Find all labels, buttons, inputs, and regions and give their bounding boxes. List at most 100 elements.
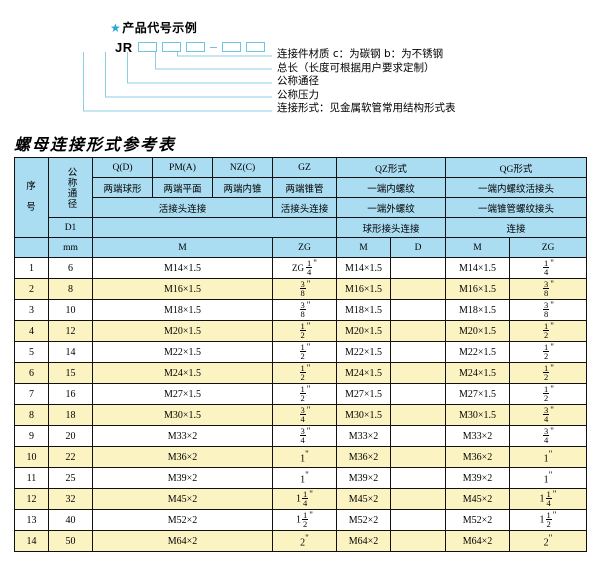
cell-gz-zg: 3 4 " (272, 425, 337, 447)
cell-index: 5 (14, 341, 49, 363)
code-box-2 (162, 42, 181, 52)
cell-qz-d (389, 299, 447, 321)
cell-qz-d (389, 446, 447, 468)
header-connection-2: 活接头连接 (272, 197, 337, 218)
cell-dn: 40 (48, 509, 93, 531)
cell-m-union: M27×1.5 (92, 383, 273, 405)
cell-dn: 12 (48, 320, 93, 342)
cell-qz-m: M45×2 (336, 488, 391, 510)
header-group-desc-1: 两端球形 (92, 177, 153, 198)
cell-index: 8 (14, 404, 49, 426)
header-group-code-6: QG形式 (445, 157, 588, 178)
cell-dn: 14 (48, 341, 93, 363)
header-group-code-2: PM(A) (152, 157, 213, 178)
header-dn-d1: D1 (48, 217, 93, 238)
header-unit-qg-zg: ZG (509, 237, 588, 258)
cell-qz-d (389, 530, 447, 552)
header-connection-4: 一端锥管螺纹接头 (445, 197, 588, 218)
cell-gz-zg: 1 2 " (272, 362, 337, 384)
cell-m-union: M20×1.5 (92, 320, 273, 342)
cell-index: 13 (14, 509, 49, 531)
diagram-label-5: 连接形式：见金属软管常用结构形式表 (277, 102, 456, 115)
cell-dn: 25 (48, 467, 93, 489)
diagram-heading-text: 产品代号示例 (122, 21, 198, 35)
section-title: 螺母连接形式参考表 (14, 135, 177, 154)
cell-qg-m: M27×1.5 (445, 383, 511, 405)
header-unit-gz: ZG (272, 237, 337, 258)
cell-qg-zg: 1 4 " (509, 257, 588, 279)
cell-dn: 10 (48, 299, 93, 321)
diagram-labels: 连接件材质 c：为碳钢 b：为不锈钢 总长（长度可根据用户要求定制） 公称通径 … (277, 48, 456, 116)
header-group-desc-3: 两端内锥 (212, 177, 273, 198)
header-subconn-2: 球形接头连接 (335, 217, 447, 238)
table-row: 14 50 M64×2 2" M64×2 M64×2 2" (14, 530, 588, 552)
cell-qz-m: M52×2 (336, 509, 391, 531)
table-row: 11 25 M39×2 1" M39×2 M39×2 1" (14, 467, 588, 489)
star-icon: ★ (110, 21, 122, 35)
cell-gz-zg: 3 4 " (272, 404, 337, 426)
cell-qg-m: M18×1.5 (445, 299, 511, 321)
cell-index: 2 (14, 278, 49, 300)
cell-index: 9 (14, 425, 49, 447)
cell-dn: 16 (48, 383, 93, 405)
cell-qz-m: M22×1.5 (336, 341, 391, 363)
cell-qz-m: M14×1.5 (336, 257, 391, 279)
cell-qz-d (389, 383, 447, 405)
cell-m-union: M24×1.5 (92, 362, 273, 384)
cell-dn: 8 (48, 278, 93, 300)
header-subconn-3: 连接 (445, 217, 588, 238)
cell-m-union: M14×1.5 (92, 257, 273, 279)
cell-index: 1 (14, 257, 49, 279)
header-row-desc: 两端球形 两端平面 两端内锥 两端锥管 一端内螺纹 一端内螺纹活接头 (15, 177, 588, 198)
cell-qg-zg: 3 4 " (509, 425, 588, 447)
code-box-1 (138, 42, 157, 52)
cell-m-union: M36×2 (92, 446, 273, 468)
cell-qz-m: M33×2 (336, 425, 391, 447)
cell-qg-m: M33×2 (445, 425, 511, 447)
table-header: 序号 公称通径 Q(D) PM(A) NZ(C) GZ QZ形式 QG形式 两端… (14, 157, 588, 258)
table-row: 3 10 M18×1.5 3 8 " M18×1.5 M18×1.5 3 8 " (14, 299, 588, 321)
cell-qg-m: M64×2 (445, 530, 511, 552)
cell-qz-d (389, 362, 447, 384)
cell-qg-m: M16×1.5 (445, 278, 511, 300)
cell-index: 3 (14, 299, 49, 321)
cell-index: 12 (14, 488, 49, 510)
cell-qz-m: M27×1.5 (336, 383, 391, 405)
cell-qz-m: M39×2 (336, 467, 391, 489)
header-group-desc-5: 一端内螺纹 (335, 177, 447, 198)
cell-m-union: M64×2 (92, 530, 273, 552)
code-dash (210, 46, 217, 48)
table-row: 8 18 M30×1.5 3 4 " M30×1.5 M30×1.5 3 4 " (14, 404, 588, 426)
header-row-units: mm M ZG M D M ZG (14, 237, 588, 258)
code-box-3 (186, 42, 205, 52)
cell-dn: 20 (48, 425, 93, 447)
cell-gz-zg: 1 2 " (272, 383, 337, 405)
header-group-code-5: QZ形式 (335, 157, 447, 178)
cell-qz-d (389, 320, 447, 342)
header-group-code-1: Q(D) (92, 157, 153, 178)
cell-m-union: M45×2 (92, 488, 273, 510)
cell-gz-zg: 3 8 " (272, 299, 337, 321)
header-unit-m-union: M (92, 237, 273, 258)
table-row: 5 14 M22×1.5 1 2 " M22×1.5 M22×1.5 1 2 " (14, 341, 588, 363)
cell-gz-zg: 2" (272, 530, 337, 552)
cell-m-union: M22×1.5 (92, 341, 273, 363)
cell-dn: 18 (48, 404, 93, 426)
cell-qg-m: M14×1.5 (445, 257, 511, 279)
cell-gz-zg: 1 1 4 " (272, 488, 337, 510)
cell-m-union: M16×1.5 (92, 278, 273, 300)
cell-gz-zg: 1" (272, 446, 337, 468)
cell-qg-m: M24×1.5 (445, 362, 511, 384)
cell-qg-m: M20×1.5 (445, 320, 511, 342)
cell-qg-zg: 1 2 " (509, 362, 588, 384)
cell-qg-zg: 3 8 " (509, 299, 588, 321)
cell-index: 7 (14, 383, 49, 405)
cell-qg-zg: 1 1 2 " (509, 509, 588, 531)
header-group-desc-2: 两端平面 (152, 177, 213, 198)
cell-qg-m: M22×1.5 (445, 341, 511, 363)
cell-qz-d (389, 509, 447, 531)
table-row: 4 12 M20×1.5 1 2 " M20×1.5 M20×1.5 1 2 " (14, 320, 588, 342)
table-row: 1 6 M14×1.5 ZG 1 4 " M14×1.5 M14×1.5 1 4 " (14, 257, 588, 279)
cell-qz-d (389, 278, 447, 300)
